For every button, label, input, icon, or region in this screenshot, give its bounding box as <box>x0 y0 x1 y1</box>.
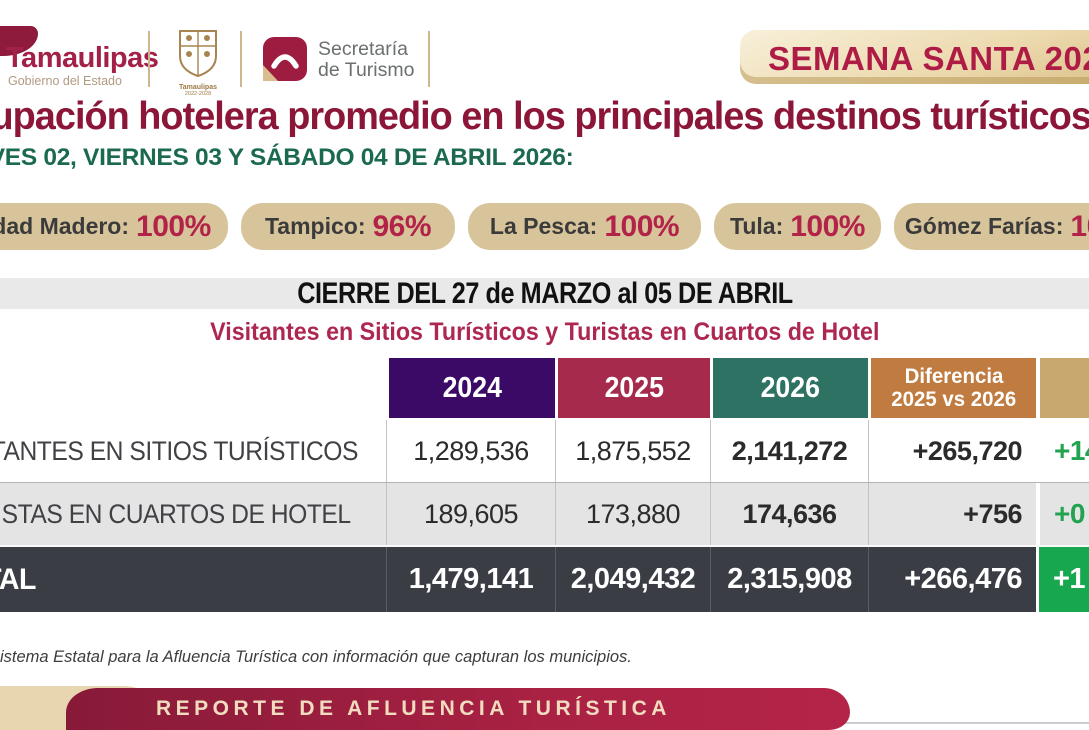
period-text: CIERRE DEL 27 de MARZO al 05 DE ABRIL <box>296 276 793 310</box>
secretaria-line2: de Turismo <box>318 59 415 82</box>
badge-value: 100% <box>604 209 680 243</box>
occupancy-badge-gomez-farias: Gómez Farías: 100% <box>894 203 1089 250</box>
footer-ribbon-text: REPORTE DE AFLUENCIA TURÍSTICA <box>156 697 671 720</box>
government-caption: Gobierno del Estado <box>8 74 122 88</box>
visitors-table: 2024 2025 2026 Diferencia 2025 vs 2026 V… <box>0 358 1089 612</box>
divider <box>0 418 1089 420</box>
date-range: JUEVES 02, VIERNES 03 Y SÁBADO 04 DE ABR… <box>0 144 574 171</box>
divider <box>240 31 242 87</box>
header-2026: 2026 <box>710 358 868 418</box>
value-2026: 2,141,272 <box>710 420 868 482</box>
header-2024: 2024 <box>386 358 555 418</box>
source-note: istema Estatal para la Afluencia Turísti… <box>0 648 632 666</box>
badge-value: 96% <box>372 209 432 243</box>
badge-value: 100% <box>136 209 211 243</box>
value-2024: 1,479,141 <box>386 547 555 612</box>
semana-santa-banner: SEMANA SANTA 2026 <box>740 30 1089 84</box>
secretaria-label: Secretaría de Turismo <box>318 38 415 82</box>
header-2025: 2025 <box>555 358 710 418</box>
value-percent: +14 <box>1036 420 1089 482</box>
table-row-cuartos-hotel: TURISTAS EN CUARTOS DE HOTEL 189,605 173… <box>0 483 1089 545</box>
badge-city: Tula: <box>730 213 784 239</box>
divider <box>0 482 1089 483</box>
header-empty <box>0 358 386 418</box>
divider <box>428 31 430 87</box>
semana-santa-text: SEMANA SANTA 2026 <box>768 40 1089 77</box>
value-2025: 2,049,432 <box>555 547 710 612</box>
header-percent <box>1036 358 1089 418</box>
value-diferencia: +265,720 <box>868 420 1036 482</box>
table-row-total: TOTAL 1,479,141 2,049,432 2,315,908 +266… <box>0 547 1089 612</box>
value-2026: 174,636 <box>710 483 868 545</box>
value-2025: 173,880 <box>555 483 710 545</box>
value-2024: 189,605 <box>386 483 555 545</box>
turismo-logo <box>262 36 308 87</box>
occupancy-badge-tampico: Tampico: 96% <box>241 203 455 250</box>
table-row-sitios-turisticos: VISITANTES EN SITIOS TURÍSTICOS 1,289,53… <box>0 420 1089 482</box>
row-label: TURISTAS EN CUARTOS DE HOTEL <box>0 498 351 529</box>
turismo-arch-icon <box>263 37 307 81</box>
table-header-row: 2024 2025 2026 Diferencia 2025 vs 2026 <box>0 358 1089 418</box>
badge-city: Ciudad Madero: <box>0 213 130 239</box>
row-label: TOTAL <box>0 562 36 596</box>
badge-city: Gómez Farías: <box>904 213 1064 239</box>
tamaulipas-wordmark: Tamaulipas <box>6 42 159 74</box>
value-2024: 1,289,536 <box>386 420 555 482</box>
value-diferencia: +756 <box>868 483 1036 545</box>
seal-years: 2022-2028 <box>184 91 212 97</box>
divider <box>148 31 150 87</box>
value-percent: +0 <box>1036 483 1089 545</box>
seal-caption: Tamaulipas <box>179 84 217 91</box>
period-band: CIERRE DEL 27 de MARZO al 05 DE ABRIL <box>0 276 1089 310</box>
badge-value: 100% <box>790 209 865 243</box>
secretaria-line1: Secretaría <box>318 38 408 60</box>
value-diferencia: +266,476 <box>868 547 1036 612</box>
row-label: VISITANTES EN SITIOS TURÍSTICOS <box>0 435 358 466</box>
badge-city: La Pesca: <box>489 213 598 239</box>
occupancy-badge-ciudad-madero: Ciudad Madero: 100% <box>0 203 228 250</box>
occupancy-badge-la-pesca: La Pesca: 100% <box>468 203 701 250</box>
table-subtitle: Visitantes en Sitios Turísticos y Turist… <box>209 318 880 346</box>
page-title: Ocupación hotelera promedio en los princ… <box>0 95 1089 138</box>
badge-city: Tampico: <box>264 213 366 239</box>
value-2025: 1,875,552 <box>555 420 710 482</box>
state-seal: Tamaulipas 2022-2028 <box>160 28 236 97</box>
badge-value: 100% <box>1070 209 1089 243</box>
footer-ribbon: REPORTE DE AFLUENCIA TURÍSTICA <box>66 688 850 730</box>
divider <box>0 545 1089 547</box>
value-percent: +1 <box>1036 547 1089 612</box>
value-2026: 2,315,908 <box>710 547 868 612</box>
state-seal-icon <box>179 30 217 78</box>
occupancy-badge-tula: Tula: 100% <box>714 203 881 250</box>
header-diferencia: Diferencia 2025 vs 2026 <box>868 358 1036 418</box>
